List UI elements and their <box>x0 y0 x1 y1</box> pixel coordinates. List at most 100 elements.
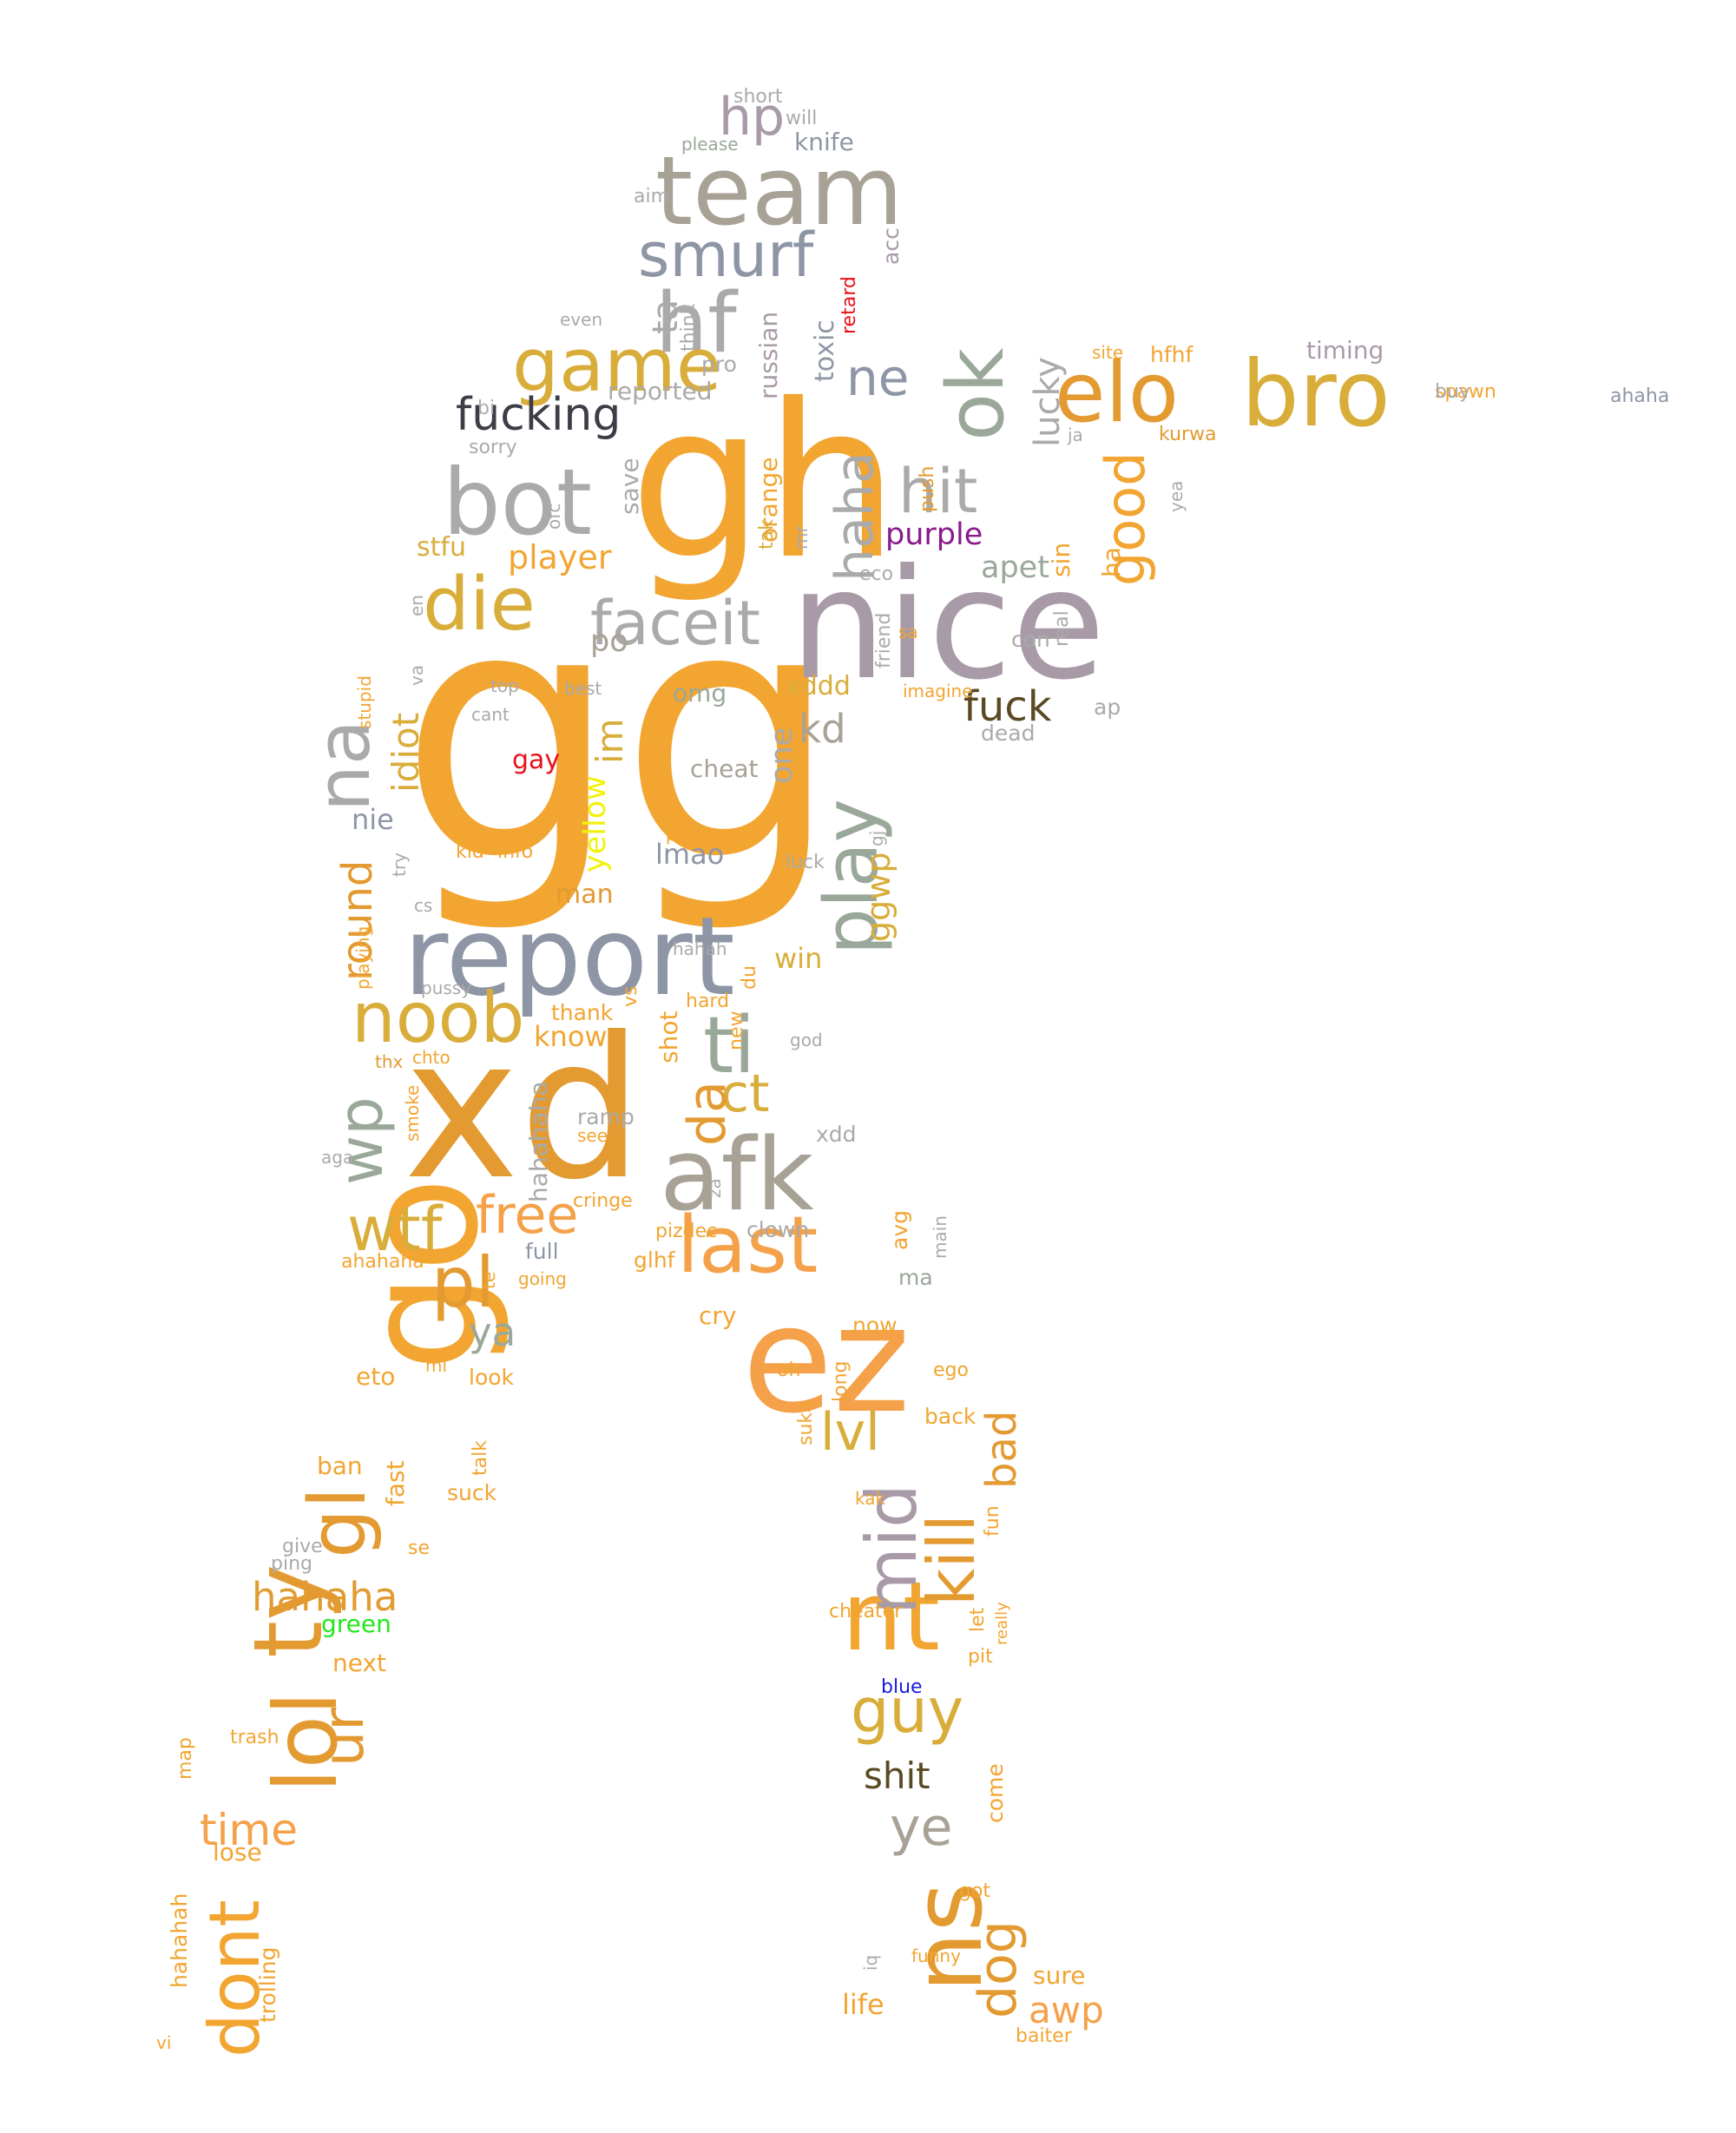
word-pl: pl <box>431 1242 495 1323</box>
word-gg: gg <box>399 534 840 938</box>
word-last: last <box>677 1200 818 1291</box>
word-green: green <box>321 1610 391 1638</box>
word-glhf: glhf <box>634 1248 676 1273</box>
word-idiot: idiot <box>385 713 427 793</box>
word-eco: eco <box>859 563 893 585</box>
word-ti: ti <box>703 1000 755 1091</box>
word-fun: fun <box>982 1505 1003 1537</box>
word-oh: oh <box>777 1359 800 1381</box>
word-kd: kd <box>799 706 846 752</box>
word-smoke: smoke <box>402 1085 423 1142</box>
word-bi: bi <box>477 398 495 419</box>
word-hfhf: hfhf <box>1150 342 1194 367</box>
word-win: win <box>774 942 822 975</box>
word-suck: suck <box>447 1480 497 1505</box>
word-suka: suka <box>795 1401 817 1445</box>
word-iq: iq <box>860 1955 881 1971</box>
word-guy: guy <box>851 1675 963 1747</box>
word-aga: aga <box>321 1147 353 1168</box>
word-talk: talk <box>470 1440 491 1476</box>
word-round: round <box>333 860 382 981</box>
word-ap: ap <box>1094 695 1121 720</box>
word-lol: lol <box>255 1691 357 1793</box>
word-xdd: xdd <box>816 1122 857 1147</box>
word-buy: buy <box>1435 381 1470 403</box>
word-dog: dog <box>968 1920 1029 2018</box>
word-going: going <box>518 1268 567 1289</box>
word-ur: ur <box>312 1708 377 1767</box>
word-ma: ma <box>898 1265 933 1290</box>
word-ramp: ramp <box>577 1104 635 1129</box>
word-main: main <box>930 1215 950 1259</box>
word-dead: dead <box>981 721 1035 746</box>
word-ofc: ofc <box>543 504 564 530</box>
word-clown: clown <box>746 1217 809 1242</box>
word-hahahaha: hahahaha <box>524 1081 553 1202</box>
word-time: time <box>200 1805 298 1855</box>
word-yellow: yellow <box>578 775 613 872</box>
word-stupid: stupid <box>354 675 375 729</box>
word-knife: knife <box>794 128 854 156</box>
word-palace: palace <box>666 824 723 845</box>
word-team: team <box>655 135 903 247</box>
word-playing: playing <box>352 926 373 990</box>
word-hahahah: hahahah <box>167 1893 192 1988</box>
word-hp: hp <box>719 87 785 148</box>
word-know: know <box>534 1020 608 1053</box>
word-think: think <box>678 303 700 352</box>
word-lmao: lmao <box>655 838 724 871</box>
word-new: new <box>726 1011 747 1050</box>
word-po: po <box>590 624 628 659</box>
word-noob: noob <box>352 978 524 1058</box>
word-imagine: imagine <box>903 681 973 701</box>
word-vs: vs <box>620 986 641 1007</box>
word-wtf: wtf <box>347 1194 444 1265</box>
word-thank: thank <box>551 1000 614 1025</box>
word-da: da <box>677 1081 738 1146</box>
word-one: one <box>765 727 799 784</box>
word-short: short <box>733 86 783 108</box>
word-trolling: trolling <box>255 1947 280 2023</box>
word-afk: afk <box>660 1117 814 1234</box>
word-kurwa: kurwa <box>1159 424 1217 445</box>
word-kid: kid <box>456 841 484 863</box>
word-cheater: cheater <box>829 1601 903 1623</box>
word-cs: cs <box>414 895 432 916</box>
word-free: free <box>476 1185 578 1246</box>
word-ping: ping <box>271 1553 312 1575</box>
word-eto: eto <box>356 1362 395 1391</box>
word-acc: acc <box>878 227 904 265</box>
word-please: please <box>681 134 739 155</box>
word-sa: sa <box>898 622 918 642</box>
word-ja: ja <box>1067 425 1083 445</box>
word-report: report <box>404 894 735 1020</box>
word-cant: cant <box>471 704 510 725</box>
word-come: come <box>983 1763 1008 1823</box>
word-tak: tak <box>756 519 778 550</box>
word-mid: mid <box>852 1484 932 1615</box>
word-full: full <box>525 1239 559 1264</box>
word-man: man <box>556 879 614 910</box>
word-save: save <box>615 458 644 515</box>
word-best: best <box>564 678 602 699</box>
word-nice: nice <box>790 537 1105 714</box>
word-thx: thx <box>375 1051 404 1072</box>
word-stfu: stfu <box>417 532 466 563</box>
word-funny: funny <box>911 1945 961 1966</box>
word-fucking: fucking <box>456 389 621 441</box>
word-gl: gl <box>293 1487 384 1558</box>
word-info: info <box>497 841 533 863</box>
word-hahaha: hahaha <box>252 1574 398 1620</box>
word-en: en <box>406 595 427 616</box>
word-go: go <box>332 1177 513 1372</box>
word-push: push <box>917 466 938 512</box>
word-awp: awp <box>1029 1989 1104 2031</box>
word-aim: aim <box>634 186 669 207</box>
word-play: play <box>809 799 895 955</box>
word-lvl: lvl <box>820 1402 880 1463</box>
word-blue: blue <box>881 1676 923 1698</box>
word-apet: apet <box>981 550 1049 585</box>
word-xd: xd <box>404 996 643 1223</box>
word-gh: gh <box>629 359 899 606</box>
